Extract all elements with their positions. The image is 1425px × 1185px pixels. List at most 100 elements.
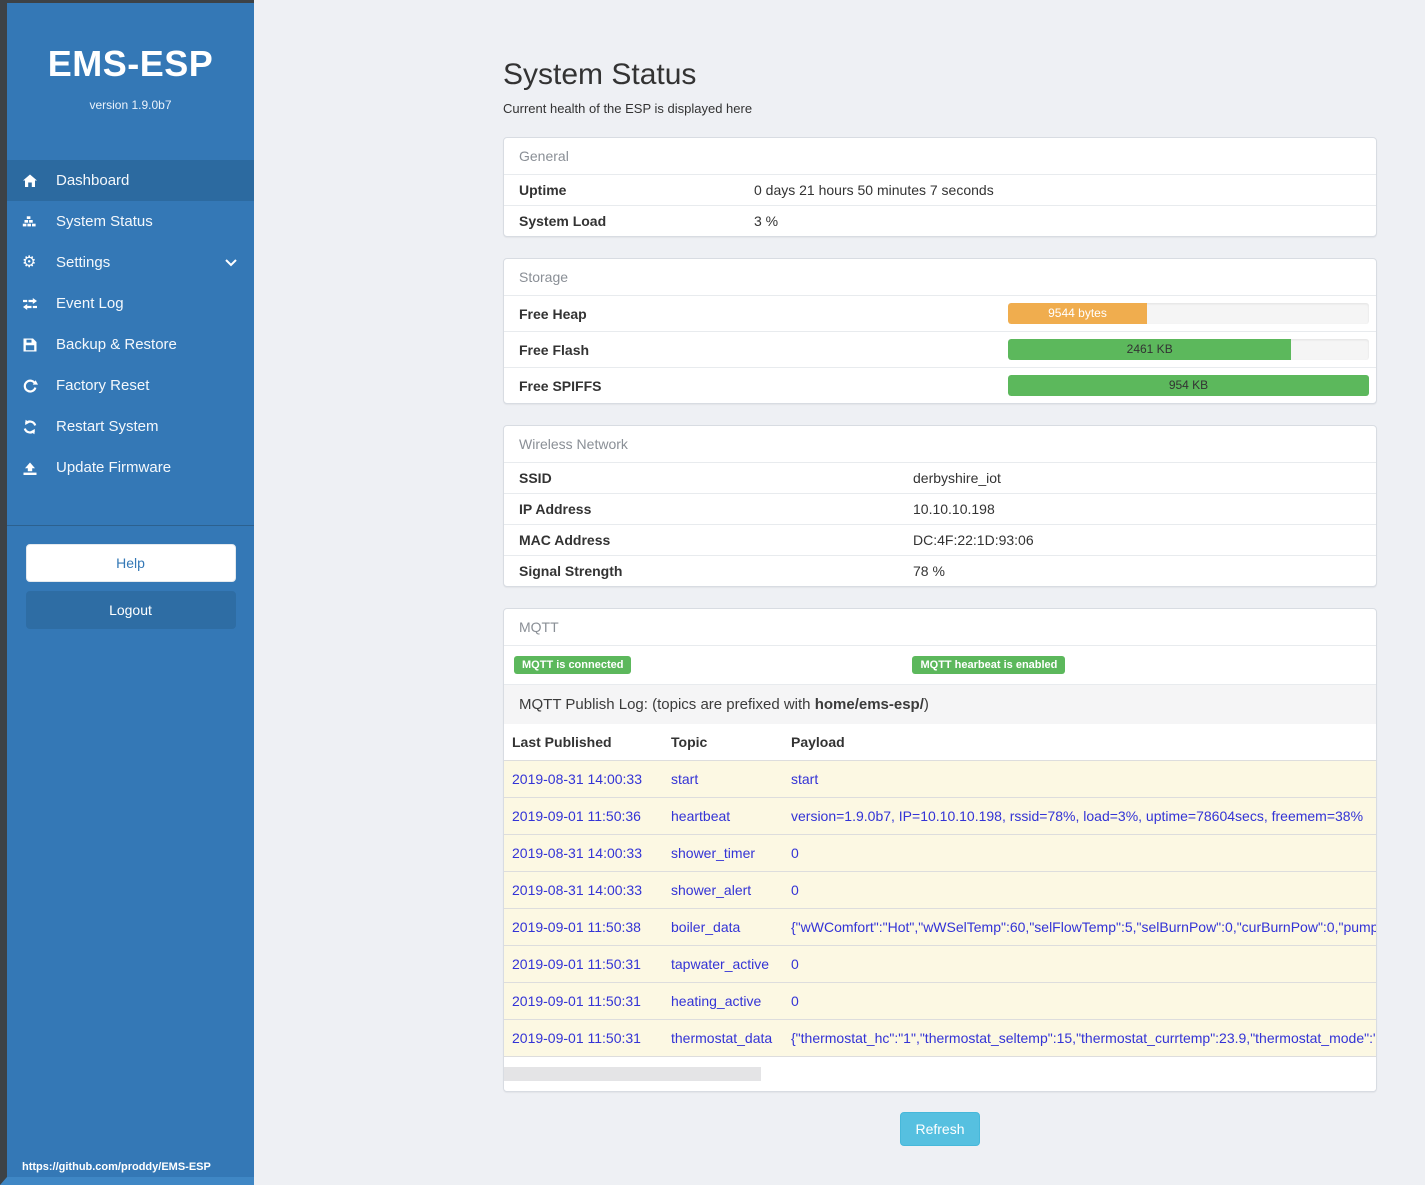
publish-time: 2019-08-31 14:00:33 xyxy=(512,771,671,787)
exchange-icon xyxy=(22,296,44,312)
row-value: 3 % xyxy=(754,213,1368,229)
save-icon xyxy=(22,337,44,353)
sidebar-item-factory-reset[interactable]: Factory Reset xyxy=(7,365,254,406)
storage-panel: Storage Free Heap 9544 bytes Free Flash … xyxy=(503,258,1377,404)
row-value: 10.10.10.198 xyxy=(913,501,1368,517)
topic: shower_timer xyxy=(671,845,791,861)
app-title: EMS-ESP xyxy=(7,43,254,85)
row-label: Free Flash xyxy=(519,342,1008,358)
publish-time: 2019-08-31 14:00:33 xyxy=(512,845,671,861)
help-button[interactable]: Help xyxy=(26,544,236,582)
free-heap-row: Free Heap 9544 bytes xyxy=(504,295,1376,331)
topic: heating_active xyxy=(671,993,791,1009)
table-row: 2019-09-01 11:50:36 heartbeat version=1.… xyxy=(504,797,1376,834)
payload: 0 xyxy=(791,956,1376,972)
github-link[interactable]: https://github.com/proddy/EMS-ESP xyxy=(22,1161,211,1173)
table-scroll-area xyxy=(504,1056,1376,1091)
row-value: 0 days 21 hours 50 minutes 7 seconds xyxy=(754,182,1368,198)
sidebar-item-restart-system[interactable]: Restart System xyxy=(7,406,254,447)
publish-time: 2019-09-01 11:50:38 xyxy=(512,919,671,935)
payload: {"wWComfort":"Hot","wWSelTemp":60,"selFl… xyxy=(791,919,1376,935)
sidebar-item-dashboard[interactable]: Dashboard xyxy=(7,160,254,201)
mqtt-heartbeat-badge: MQTT hearbeat is enabled xyxy=(912,656,1065,674)
ip-address-row: IP Address 10.10.10.198 xyxy=(504,493,1376,524)
payload: 0 xyxy=(791,993,1376,1009)
wireless-heading: Wireless Network xyxy=(504,426,1376,462)
table-row: 2019-09-01 11:50:31 tapwater_active 0 xyxy=(504,945,1376,982)
refresh-button[interactable]: Refresh xyxy=(900,1112,979,1146)
mqtt-badge-row: MQTT is connected MQTT hearbeat is enabl… xyxy=(504,645,1376,684)
table-row: 2019-08-31 14:00:33 shower_timer 0 xyxy=(504,834,1376,871)
col-last-published: Last Published xyxy=(512,734,671,750)
row-label: IP Address xyxy=(519,501,913,517)
sidebar-item-label: Update Firmware xyxy=(56,459,171,476)
mqtt-connected-badge: MQTT is connected xyxy=(514,656,631,674)
ssid-row: SSID derbyshire_iot xyxy=(504,462,1376,493)
row-label: Signal Strength xyxy=(519,563,913,579)
topic: shower_alert xyxy=(671,882,791,898)
signal-strength-row: Signal Strength 78 % xyxy=(504,555,1376,586)
log-title-prefix: MQTT Publish Log: (topics are prefixed w… xyxy=(519,696,815,713)
row-label: Free SPIFFS xyxy=(519,378,1008,394)
table-row: 2019-09-01 11:50:31 thermostat_data {"th… xyxy=(504,1019,1376,1056)
topic: tapwater_active xyxy=(671,956,791,972)
row-value: derbyshire_iot xyxy=(913,470,1368,486)
mqtt-publish-log-title: MQTT Publish Log: (topics are prefixed w… xyxy=(504,684,1376,724)
publish-time: 2019-08-31 14:00:33 xyxy=(512,882,671,898)
general-heading: General xyxy=(504,138,1376,174)
row-label: MAC Address xyxy=(519,532,913,548)
sidebar-item-backup-restore[interactable]: Backup & Restore xyxy=(7,324,254,365)
sidebar-item-system-status[interactable]: System Status xyxy=(7,201,254,242)
free-spiffs-row: Free SPIFFS 954 KB xyxy=(504,367,1376,403)
col-topic: Topic xyxy=(671,734,791,750)
home-icon xyxy=(22,173,44,189)
sidebar-item-label: Dashboard xyxy=(56,172,129,189)
sidebar-item-label: Settings xyxy=(56,254,110,271)
page-title: System Status xyxy=(503,58,1377,92)
mqtt-table-header: Last Published Topic Payload xyxy=(504,724,1376,760)
log-title-topic-prefix: home/ems-esp/ xyxy=(815,696,924,713)
wireless-panel: Wireless Network SSID derbyshire_iot IP … xyxy=(503,425,1377,587)
publish-time: 2019-09-01 11:50:31 xyxy=(512,956,671,972)
row-value: DC:4F:22:1D:93:06 xyxy=(913,532,1368,548)
uptime-row: Uptime 0 days 21 hours 50 minutes 7 seco… xyxy=(504,174,1376,205)
mqtt-heading: MQTT xyxy=(504,609,1376,645)
sidebar-item-event-log[interactable]: Event Log xyxy=(7,283,254,324)
publish-time: 2019-09-01 11:50:31 xyxy=(512,993,671,1009)
publish-time: 2019-09-01 11:50:31 xyxy=(512,1030,671,1046)
payload: version=1.9.0b7, IP=10.10.10.198, rssid=… xyxy=(791,808,1376,824)
row-label: System Load xyxy=(519,213,754,229)
sidebar-item-label: Restart System xyxy=(56,418,159,435)
page-subtitle: Current health of the ESP is displayed h… xyxy=(503,101,1377,116)
sidebar-item-label: Event Log xyxy=(56,295,124,312)
horizontal-scrollbar[interactable] xyxy=(504,1067,761,1081)
main-area: System Status Current health of the ESP … xyxy=(254,0,1425,1185)
gear-icon: ⚙ xyxy=(22,255,44,271)
payload: 0 xyxy=(791,882,1376,898)
logout-button[interactable]: Logout xyxy=(26,591,236,629)
status-blocks-icon xyxy=(22,214,44,230)
mac-address-row: MAC Address DC:4F:22:1D:93:06 xyxy=(504,524,1376,555)
row-label: Uptime xyxy=(519,182,754,198)
topic: start xyxy=(671,771,791,787)
payload: {"thermostat_hc":"1","thermostat_seltemp… xyxy=(791,1030,1376,1046)
topic: heartbeat xyxy=(671,808,791,824)
sidebar-item-settings[interactable]: ⚙ Settings xyxy=(7,242,254,283)
table-row: 2019-09-01 11:50:31 heating_active 0 xyxy=(504,982,1376,1019)
free-flash-row: Free Flash 2461 KB xyxy=(504,331,1376,367)
topic: boiler_data xyxy=(671,919,791,935)
row-label: SSID xyxy=(519,470,913,486)
sidebar-item-label: System Status xyxy=(56,213,153,230)
system-load-row: System Load 3 % xyxy=(504,205,1376,236)
table-row: 2019-08-31 14:00:33 start start xyxy=(504,760,1376,797)
publish-time: 2019-09-01 11:50:36 xyxy=(512,808,671,824)
app-version: version 1.9.0b7 xyxy=(7,98,254,112)
sidebar-menu: Dashboard System Status ⚙ Settings xyxy=(7,160,254,488)
mqtt-panel: MQTT MQTT is connected MQTT hearbeat is … xyxy=(503,608,1377,1092)
table-row: 2019-09-01 11:50:38 boiler_data {"wWComf… xyxy=(504,908,1376,945)
log-title-suffix: ) xyxy=(924,696,929,713)
free-spiffs-bar: 954 KB xyxy=(1008,375,1369,396)
general-panel: General Uptime 0 days 21 hours 50 minute… xyxy=(503,137,1377,237)
refresh-icon xyxy=(22,419,44,435)
sidebar-item-update-firmware[interactable]: Update Firmware xyxy=(7,447,254,488)
